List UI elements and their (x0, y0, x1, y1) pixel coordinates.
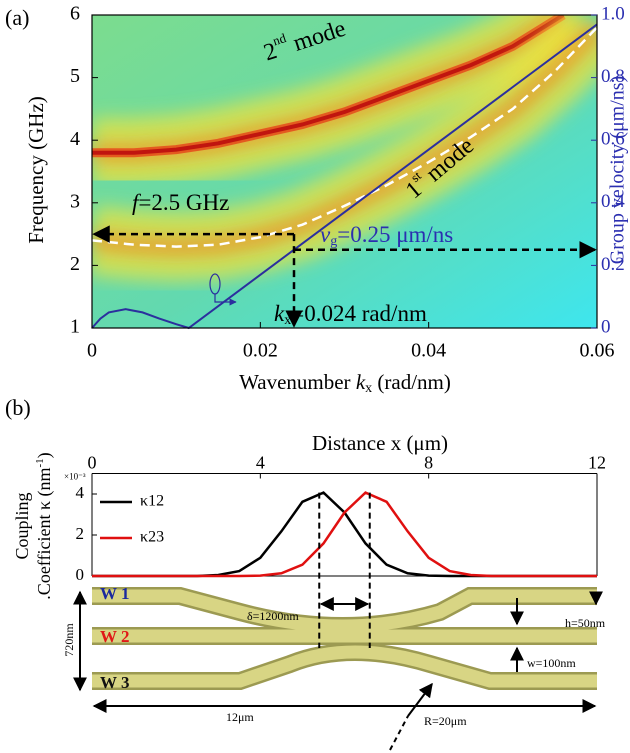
y2-tick-label: 1.0 (601, 3, 625, 24)
x-tick-label: 0.06 (580, 340, 615, 362)
y-axis-label: Frequency (GHz) (24, 96, 48, 244)
y-tick-label: 3 (70, 190, 80, 212)
y-axis-label: Coupling.Coefficient κ (nm-1) (34, 452, 56, 599)
waveguide-label: W 1 (100, 584, 129, 603)
velocity-label-part: v (320, 222, 331, 247)
x-axis-label-part: x (365, 381, 372, 396)
y-axis-label-part: ) (34, 452, 55, 458)
waveguide-label: W 2 (100, 627, 129, 646)
heatmap (92, 15, 597, 282)
x-axis-label-part: Wavenumber (239, 370, 356, 394)
diagram-arrows (73, 590, 603, 751)
y2-tick-label: 0.6 (601, 129, 625, 150)
y-tick-label: 6 (70, 3, 80, 25)
waveguide-label: W 3 (100, 673, 129, 692)
x-axis-label: Distance x (μm) (312, 431, 448, 455)
frequency-label-part: =2.5 GHz (138, 190, 229, 215)
loop-indicator (209, 273, 237, 306)
wavenumber-label-part: =0.024 rad/nm (291, 301, 427, 326)
w-label: w=100nm (527, 656, 576, 670)
mode-line (92, 15, 565, 155)
wavenumber-label-part: x (284, 313, 291, 328)
legend-label: κ23 (140, 529, 164, 546)
plot-frame (91, 14, 598, 329)
y-tick-label: 2 (70, 253, 80, 275)
y-tick-label: 0 (76, 565, 85, 584)
y2-tick-label: 0.8 (601, 66, 625, 87)
frequency-label: f=2.5 GHz (132, 190, 229, 215)
length-label: 12μm (226, 710, 254, 724)
velocity-label: vg=0.25 μm/ns (320, 222, 453, 249)
x-tick-label: 0 (88, 453, 97, 473)
height-label: 720nm (62, 623, 76, 657)
x-tick-label: 12 (588, 453, 606, 473)
y2-tick-label: 0.4 (601, 191, 625, 212)
delta-label: δ=1200nm (247, 609, 299, 623)
legend-label: κ12 (140, 493, 164, 510)
x-axis-label-part: k (356, 370, 366, 394)
y-tick-label: 5 (70, 65, 80, 87)
y-tick-label: 1 (70, 316, 80, 338)
x-axis-label-part: (rad/nm) (372, 370, 451, 394)
wavenumber-label: kx=0.024 rad/nm (274, 301, 427, 328)
x-tick-label: 0.04 (411, 340, 446, 362)
x-tick-label: 0 (87, 340, 97, 362)
group-velocity-line (91, 23, 598, 330)
wavenumber-label-part: k (274, 301, 285, 326)
y-axis-label: Coupling (12, 492, 32, 559)
y-axis-label-part: -1 (34, 458, 46, 467)
y-tick-label: 2 (76, 524, 85, 543)
mode-line (92, 26, 597, 248)
y-axis-label-part: .Coefficient κ (nm (34, 467, 55, 599)
y-tick-label: 4 (76, 483, 85, 502)
velocity-label-part: =0.25 μm/ns (337, 222, 453, 247)
coupling-line (92, 491, 597, 578)
x-tick-label: 4 (256, 453, 265, 473)
frequency-label-part: f (132, 190, 142, 215)
y2-axis-label: Group velocity (μm/ns) (607, 76, 629, 264)
waveguides (92, 587, 597, 690)
y2-tick-label: 0.2 (601, 254, 625, 275)
x-axis-label: Wavenumber kx (rad/nm) (239, 370, 451, 396)
panel-label: (a) (5, 5, 29, 30)
x-tick-label: 0.02 (243, 340, 278, 362)
x-tick-label: 8 (424, 453, 433, 473)
mode-label-part: nd (271, 30, 288, 48)
panel-label: (b) (5, 395, 31, 420)
y2-tick-label: 0 (601, 316, 611, 337)
y-scale-label: ×10⁻³ (64, 472, 86, 482)
radius-label: R=20μm (424, 714, 467, 728)
y-tick-label: 4 (70, 128, 80, 150)
h-label: h=50nm (565, 616, 606, 630)
velocity-label-part: g (330, 234, 337, 249)
coupling-line (92, 491, 597, 578)
